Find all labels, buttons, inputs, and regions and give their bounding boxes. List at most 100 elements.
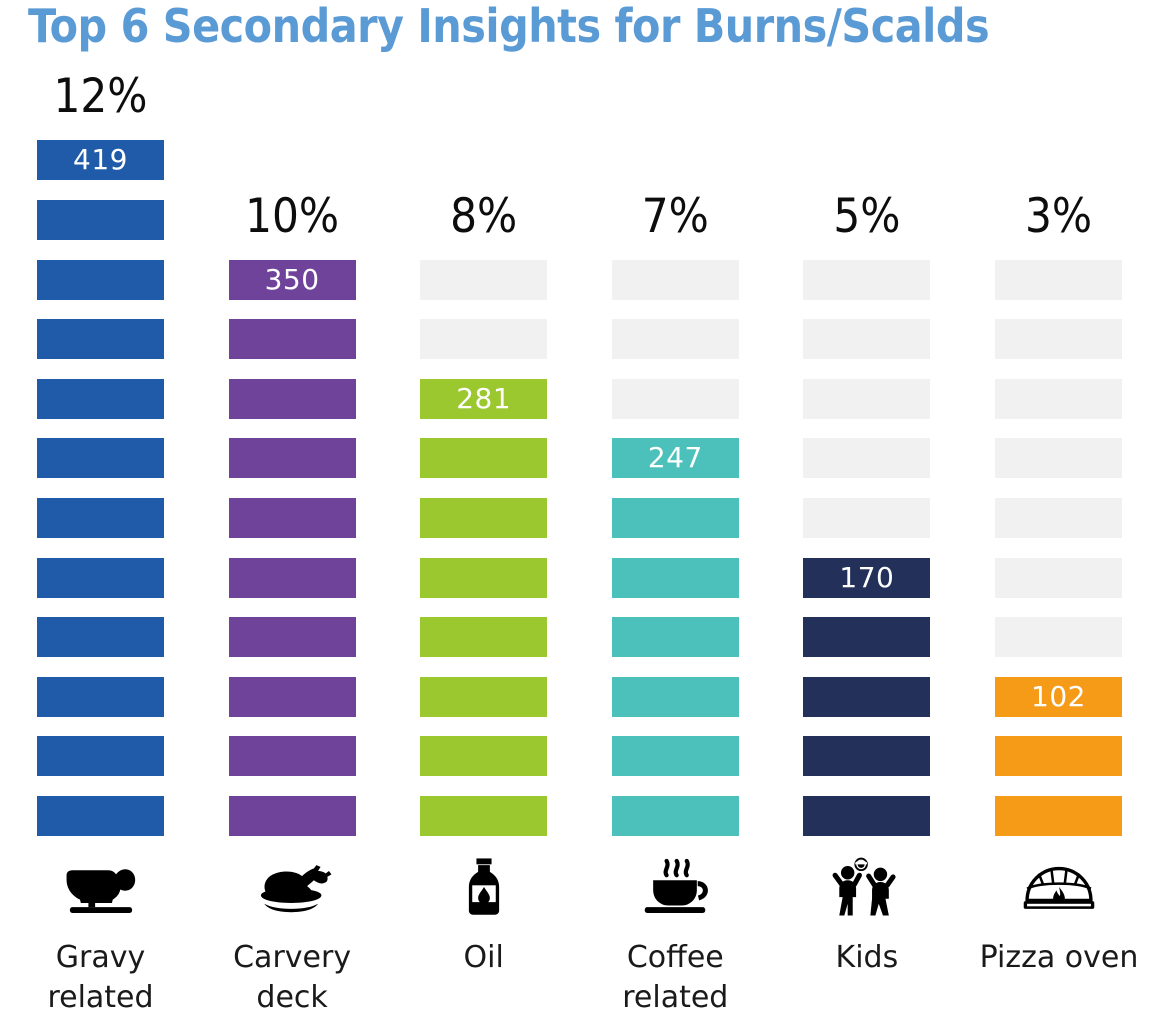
filled-block bbox=[228, 796, 356, 836]
filled-block bbox=[420, 617, 548, 658]
filled-block: 350 bbox=[228, 259, 356, 300]
empty-block bbox=[995, 319, 1122, 360]
filled-block bbox=[228, 378, 356, 419]
chart-column-4: 7% 247 Coffee related bbox=[611, 0, 739, 1029]
category-footer: Pizza oven bbox=[980, 856, 1138, 978]
empty-block bbox=[995, 378, 1122, 419]
empty-block bbox=[995, 557, 1122, 598]
chart-column-1: 12% 419 Gravy related bbox=[37, 0, 164, 1029]
empty-block bbox=[803, 319, 931, 360]
empty-block bbox=[611, 378, 739, 419]
filled-block: 247 bbox=[611, 438, 739, 479]
value-label-coffee-related: 247 bbox=[647, 441, 703, 475]
empty-block bbox=[420, 319, 548, 360]
chart-column-3: 8% 281 Oil bbox=[420, 0, 548, 1029]
pizza-oven-icon bbox=[1017, 856, 1101, 918]
filled-block bbox=[37, 498, 164, 538]
empty-block bbox=[995, 438, 1122, 479]
filled-block bbox=[420, 557, 548, 598]
value-label-oil: 281 bbox=[456, 381, 512, 415]
category-footer: Coffee related bbox=[612, 856, 739, 1018]
percent-label-pizza-oven: 3% bbox=[1024, 188, 1093, 244]
filled-block bbox=[37, 617, 164, 658]
chart-column-2: 10% 350 Carvery deck bbox=[228, 0, 356, 1029]
empty-block bbox=[995, 617, 1122, 658]
category-label-carvery-deck: Carvery deck bbox=[233, 940, 352, 1015]
filled-block bbox=[420, 736, 548, 777]
filled-block bbox=[611, 498, 739, 538]
chart-column-5: 5% 170 Kids bbox=[803, 0, 931, 1029]
value-label-kids: 170 bbox=[839, 560, 895, 594]
filled-block bbox=[37, 676, 164, 717]
filled-block bbox=[228, 676, 356, 717]
filled-block bbox=[420, 676, 548, 717]
value-label-pizza-oven: 102 bbox=[1031, 679, 1086, 713]
filled-block: 281 bbox=[420, 378, 548, 419]
empty-block bbox=[803, 438, 931, 479]
filled-block bbox=[420, 498, 548, 538]
oil-bottle-icon bbox=[442, 856, 526, 918]
empty-block bbox=[611, 319, 739, 360]
percent-label-kids: 5% bbox=[833, 188, 901, 244]
filled-block bbox=[611, 676, 739, 717]
filled-block bbox=[37, 200, 164, 240]
category-footer: Gravy related bbox=[37, 856, 164, 1018]
filled-block bbox=[37, 796, 164, 836]
filled-block: 419 bbox=[37, 140, 164, 181]
filled-block bbox=[995, 796, 1122, 836]
category-label-pizza-oven: Pizza oven bbox=[979, 940, 1139, 975]
filled-block bbox=[611, 617, 739, 658]
filled-block: 102 bbox=[995, 676, 1122, 717]
percent-label-gravy-related: 12% bbox=[53, 69, 148, 125]
category-label-kids: Kids bbox=[835, 940, 899, 975]
filled-block bbox=[611, 736, 739, 777]
empty-block bbox=[995, 498, 1122, 538]
coffee-cup-icon bbox=[633, 856, 717, 918]
filled-block bbox=[803, 736, 931, 777]
category-label-gravy-related: Gravy related bbox=[47, 940, 154, 1015]
empty-block bbox=[803, 378, 931, 419]
filled-block bbox=[803, 796, 931, 836]
chart-column-6: 3% 102 Pizza oven bbox=[980, 0, 1139, 1029]
filled-block bbox=[420, 438, 548, 479]
percent-label-coffee-related: 7% bbox=[641, 188, 709, 244]
filled-block bbox=[37, 438, 164, 479]
filled-block bbox=[37, 378, 164, 419]
filled-block bbox=[803, 676, 931, 717]
roast-turkey-icon bbox=[250, 856, 334, 918]
filled-block bbox=[228, 557, 356, 598]
value-label-gravy-related: 419 bbox=[73, 143, 128, 177]
category-footer: Carvery deck bbox=[229, 856, 356, 1018]
category-label-coffee-related: Coffee related bbox=[622, 940, 729, 1015]
category-label-oil: Oil bbox=[463, 940, 504, 975]
filled-block bbox=[37, 319, 164, 360]
empty-block bbox=[803, 498, 931, 538]
empty-block bbox=[995, 259, 1122, 300]
filled-block bbox=[228, 319, 356, 360]
filled-block bbox=[37, 557, 164, 598]
filled-block bbox=[228, 617, 356, 658]
page-title: Top 6 Secondary Insights for Burns/Scald… bbox=[28, 0, 990, 53]
filled-block bbox=[611, 557, 739, 598]
category-footer: Kids bbox=[803, 856, 930, 978]
kids-playing-icon bbox=[825, 856, 909, 918]
filled-block bbox=[995, 736, 1122, 777]
filled-block bbox=[37, 736, 164, 777]
filled-block bbox=[228, 498, 356, 538]
filled-block bbox=[803, 617, 931, 658]
percent-label-oil: 8% bbox=[450, 188, 518, 244]
empty-block bbox=[420, 259, 548, 300]
value-label-carvery-deck: 350 bbox=[264, 262, 320, 296]
filled-block bbox=[228, 438, 356, 479]
filled-block bbox=[37, 259, 164, 300]
empty-block bbox=[611, 259, 739, 300]
category-footer: Oil bbox=[420, 856, 547, 978]
empty-block bbox=[803, 259, 931, 300]
filled-block bbox=[228, 736, 356, 777]
gravy-boat-icon bbox=[59, 856, 143, 918]
percent-label-carvery-deck: 10% bbox=[245, 188, 340, 244]
filled-block bbox=[420, 796, 548, 836]
filled-block: 170 bbox=[803, 557, 931, 598]
filled-block bbox=[611, 796, 739, 836]
